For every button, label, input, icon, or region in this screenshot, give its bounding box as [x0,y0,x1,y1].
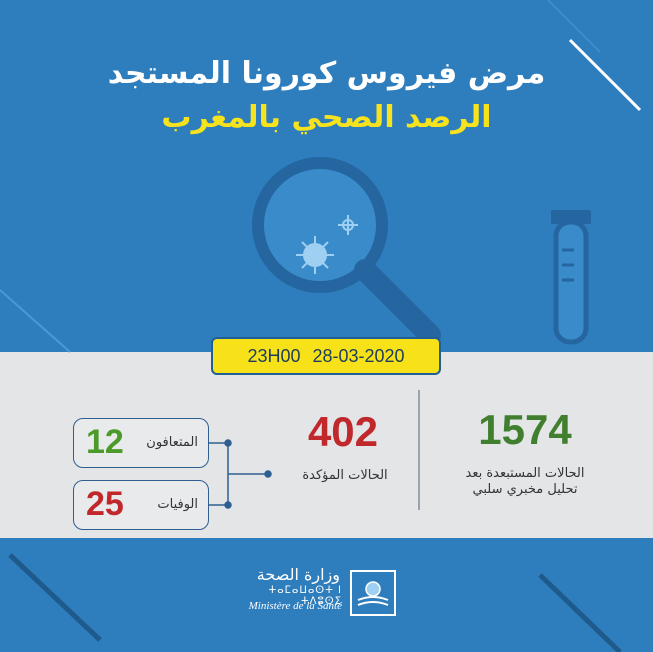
recovered-label: المتعافون [146,435,198,450]
decor-line [538,573,622,652]
decor-line [547,0,601,53]
report-date: 28-03-2020 [312,345,405,366]
recovered-card: 12 المتعافون [73,418,209,468]
confirmed-label: الحالات المؤكدة [302,468,388,483]
stats-divider [418,390,420,510]
date-badge: 23H00 28-03-2020 [211,337,441,375]
ministry-name-tifinagh: ⵜⴰⵎⴰⵡⴰⵙⵜ ⵏ ⵜⴷⵓⵙⵉ [268,585,342,607]
ministry-emblem-icon [350,570,396,616]
excluded-count: 1574 [478,406,572,453]
excluded-label: الحالات المستبعدة بعد تحليل مخبري سلبي [440,466,610,498]
deaths-count: 25 [86,485,124,523]
footer-banner [0,538,653,652]
ministry-name-arabic: وزارة الصحة [256,565,340,584]
test-tube-icon [551,210,591,345]
confirmed-count: 402 [307,408,379,455]
connector-lines [209,439,272,509]
excluded-label-line-2: تحليل مخبري سلبي [472,482,578,497]
title-line-2: الرصد الصحي بالمغرب [161,100,492,135]
decor-line [568,38,642,112]
decor-line [0,289,71,353]
virus-icon [296,215,358,274]
deaths-label: الوفيات [157,497,198,512]
recovered-count: 12 [86,423,124,461]
deaths-card: 25 الوفيات [73,480,209,530]
title-line-1: مرض فيروس كورونا المستجد [107,56,546,91]
ministry-name-french: Ministère de la Santé [248,600,342,612]
decor-line [8,553,102,642]
excluded-label-line-1: الحالات المستبعدة بعد [465,466,585,481]
report-time: 23H00 [247,345,301,366]
magnifier-icon [252,157,441,346]
